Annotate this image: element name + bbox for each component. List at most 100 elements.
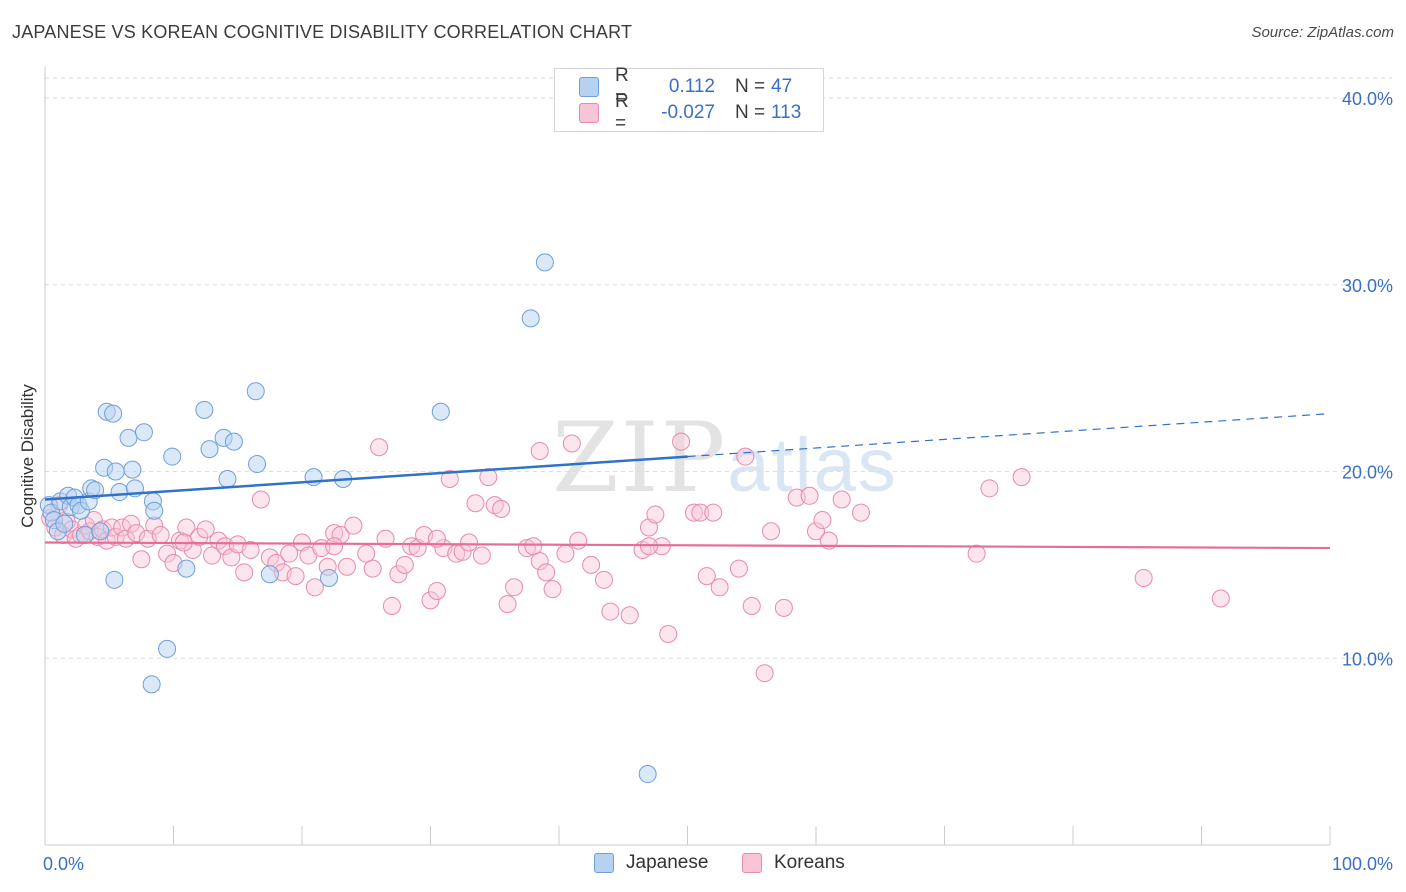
y-tick-label: 10.0% bbox=[1342, 649, 1393, 669]
koreans-point bbox=[241, 540, 260, 559]
koreans-point bbox=[729, 559, 748, 578]
r-label: R = bbox=[615, 65, 629, 108]
koreans-point bbox=[427, 582, 446, 601]
koreans-point bbox=[251, 490, 270, 509]
koreans-point bbox=[196, 520, 215, 539]
japanese-point bbox=[123, 460, 142, 479]
japanese-point bbox=[638, 765, 657, 784]
koreans-point bbox=[235, 563, 254, 582]
koreans-point bbox=[800, 486, 819, 505]
koreans-point bbox=[427, 529, 446, 548]
source-label: Source: ZipAtlas.com bbox=[1251, 24, 1394, 41]
n-label: N = bbox=[735, 102, 766, 123]
japanese-point bbox=[105, 570, 124, 589]
koreans-point bbox=[151, 526, 170, 544]
japanese-point bbox=[200, 440, 219, 459]
koreans-point bbox=[537, 563, 556, 582]
y-tick-label: 20.0% bbox=[1342, 463, 1393, 483]
r-value: 0.112 bbox=[668, 76, 715, 97]
koreans-point bbox=[280, 544, 299, 563]
koreans-points bbox=[41, 432, 1230, 683]
japanese-point bbox=[104, 404, 123, 423]
x-tick-label: 100.0% bbox=[1332, 854, 1393, 874]
koreans-point bbox=[774, 598, 793, 617]
japanese-point bbox=[260, 565, 279, 584]
koreans-point bbox=[370, 438, 389, 457]
koreans-point bbox=[363, 559, 382, 578]
koreans-point bbox=[498, 595, 517, 614]
koreans-point bbox=[132, 550, 151, 569]
koreans-point bbox=[113, 518, 132, 537]
koreans-point bbox=[177, 518, 196, 537]
n-value: 113 bbox=[771, 102, 802, 123]
koreans-point bbox=[286, 567, 305, 586]
watermark-atlas: atlas bbox=[727, 423, 898, 508]
koreans-point bbox=[505, 578, 524, 597]
koreans-trend-line bbox=[44, 541, 1331, 550]
watermark-zip: ZIP bbox=[552, 402, 728, 514]
koreans-point bbox=[337, 557, 356, 576]
japanese-point bbox=[110, 483, 129, 502]
koreans-point bbox=[980, 479, 999, 498]
koreans-point bbox=[807, 522, 825, 541]
japanese-point bbox=[106, 462, 125, 481]
japanese-point bbox=[218, 469, 237, 488]
japanese-point bbox=[142, 675, 161, 694]
koreans-point bbox=[122, 514, 141, 533]
r-label: R = bbox=[615, 91, 629, 134]
tick-labels: 10.0% 20.0% 30.0% 40.0% 0.0% 100.0% bbox=[43, 89, 1393, 874]
koreans-point bbox=[672, 432, 691, 451]
koreans-point bbox=[697, 567, 716, 586]
koreans-point bbox=[1211, 589, 1230, 608]
koreans-point bbox=[556, 544, 575, 563]
koreans-swatch bbox=[579, 103, 599, 123]
japanese-point bbox=[91, 522, 110, 541]
koreans-point bbox=[851, 503, 870, 522]
koreans-point bbox=[466, 494, 485, 513]
legend-row-japanese: R = 0.112 N = 47 bbox=[579, 65, 792, 108]
koreans-point bbox=[1012, 468, 1031, 487]
japanese-point bbox=[55, 514, 74, 533]
chart-title: JAPANESE VS KOREAN COGNITIVE DISABILITY … bbox=[12, 22, 633, 42]
koreans-point bbox=[967, 544, 986, 563]
japanese-trend-line bbox=[44, 455, 688, 501]
koreans-point bbox=[594, 570, 613, 589]
koreans-point bbox=[203, 546, 222, 565]
koreans-point bbox=[659, 624, 678, 643]
japanese-point bbox=[163, 447, 182, 466]
koreans-point bbox=[691, 503, 710, 522]
japanese-label: Japanese bbox=[626, 852, 709, 873]
japanese-point bbox=[246, 382, 265, 401]
koreans-point bbox=[736, 447, 755, 466]
koreans-point bbox=[127, 524, 146, 543]
japanese-point bbox=[195, 400, 214, 419]
koreans-point bbox=[389, 565, 408, 584]
koreans-point bbox=[357, 544, 376, 563]
japanese-swatch bbox=[579, 77, 599, 97]
koreans-point bbox=[762, 522, 781, 541]
koreans-point bbox=[569, 531, 588, 550]
koreans-point bbox=[543, 580, 562, 599]
koreans-point bbox=[639, 518, 658, 537]
japanese-point bbox=[177, 559, 196, 578]
koreans-point bbox=[601, 602, 620, 621]
japanese-swatch bbox=[594, 853, 614, 873]
koreans-point bbox=[479, 468, 498, 487]
koreans-label: Koreans bbox=[774, 852, 845, 873]
correlation-legend: R = 0.112 N = 47 R = -0.027 N = 113 bbox=[554, 65, 824, 134]
koreans-point bbox=[222, 548, 241, 567]
japanese-point bbox=[431, 402, 450, 421]
koreans-point bbox=[183, 540, 202, 559]
koreans-point bbox=[492, 499, 511, 518]
legend-row-koreans: R = -0.027 N = 113 bbox=[579, 91, 802, 134]
koreans-point bbox=[684, 503, 703, 522]
koreans-point bbox=[395, 555, 414, 574]
koreans-point bbox=[646, 505, 665, 524]
bottom-legend-koreans: Koreans bbox=[742, 852, 845, 874]
koreans-point bbox=[710, 578, 729, 597]
koreans-point bbox=[524, 537, 543, 556]
koreans-point bbox=[562, 434, 581, 453]
y-tick-label: 40.0% bbox=[1342, 89, 1393, 109]
y-axis-label: Cognitive Disability bbox=[18, 384, 37, 528]
